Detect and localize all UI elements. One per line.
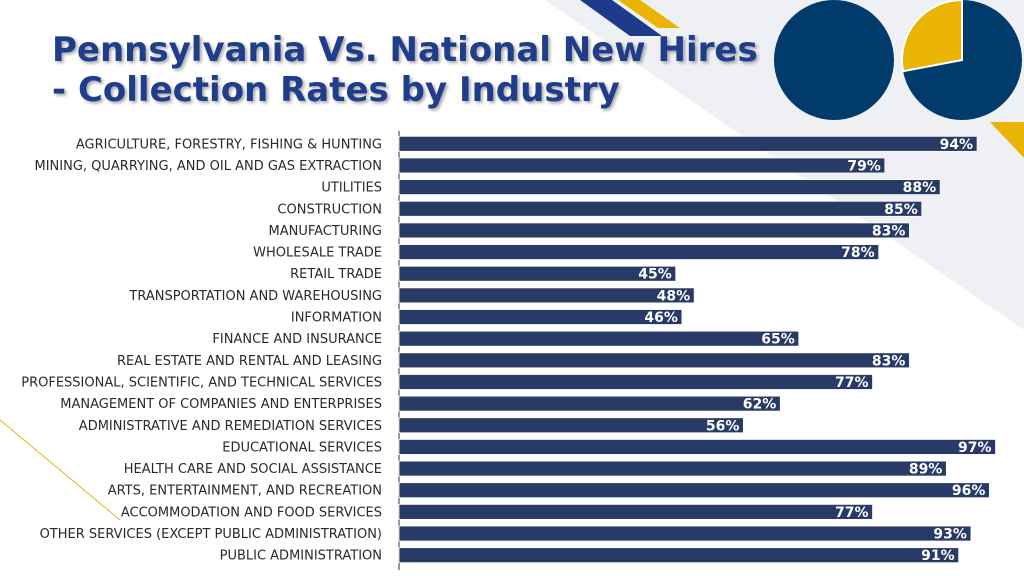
data-label: 77% xyxy=(835,505,869,521)
bar xyxy=(398,395,781,412)
category-label: PROFESSIONAL, SCIENTIFIC, AND TECHNICAL … xyxy=(21,375,382,390)
data-label: 85% xyxy=(884,202,918,218)
category-label: ADMINISTRATIVE AND REMEDIATION SERVICES xyxy=(79,419,382,434)
category-label: INFORMATION xyxy=(291,311,382,326)
data-label: 83% xyxy=(872,223,906,239)
category-label: MANUFACTURING xyxy=(269,224,383,239)
category-label: MANAGEMENT OF COMPANIES AND ENTERPRISES xyxy=(60,397,382,412)
category-label: EDUCATIONAL SERVICES xyxy=(222,440,382,455)
bar xyxy=(398,417,744,434)
category-label: OTHER SERVICES (EXCEPT PUBLIC ADMINISTRA… xyxy=(40,527,382,542)
bar xyxy=(398,525,972,542)
bar xyxy=(398,374,873,390)
data-label: 65% xyxy=(761,332,795,348)
category-label: REAL ESTATE AND RENTAL AND LEASING xyxy=(117,354,382,369)
category-label: HEALTH CARE AND SOCIAL ASSISTANCE xyxy=(124,462,382,477)
bg-corner-gold xyxy=(990,122,1024,158)
bar xyxy=(398,482,990,499)
category-label: RETAIL TRADE xyxy=(290,267,382,282)
bg-gold-stripe xyxy=(618,0,680,28)
pie-full-icon xyxy=(774,0,894,120)
category-label: ARTS, ENTERTAINMENT, AND RECREATION xyxy=(108,484,382,499)
data-label: 77% xyxy=(835,375,869,391)
data-label: 96% xyxy=(952,483,986,499)
bar xyxy=(398,265,677,282)
bar xyxy=(398,439,996,455)
data-label: 45% xyxy=(638,267,672,283)
data-label: 48% xyxy=(657,288,691,304)
bar xyxy=(398,222,910,239)
category-label: PUBLIC ADMINISTRATION xyxy=(220,549,382,564)
category-label: ACCOMMODATION AND FOOD SERVICES xyxy=(121,505,382,520)
title-line-1: Pennsylvania Vs. National New Hires xyxy=(52,30,758,70)
category-label: CONSTRUCTION xyxy=(277,202,382,217)
bar xyxy=(398,179,941,196)
title-line-2: - Collection Rates by Industry xyxy=(52,70,620,110)
data-label: 97% xyxy=(958,440,992,456)
bar xyxy=(398,157,886,174)
bar xyxy=(398,135,978,152)
bg-navy-stripe xyxy=(580,0,662,36)
bars-group: AGRICULTURE, FORESTRY, FISHING & HUNTING… xyxy=(21,135,996,564)
data-label: 89% xyxy=(909,462,943,478)
category-label: TRANSPORTATION AND WAREHOUSING xyxy=(128,289,382,304)
data-label: 78% xyxy=(841,245,875,261)
category-label: AGRICULTURE, FORESTRY, FISHING & HUNTING xyxy=(76,137,382,152)
data-label: 56% xyxy=(706,418,740,434)
bar xyxy=(398,503,873,520)
bar xyxy=(398,330,800,347)
bar xyxy=(398,309,683,325)
bar xyxy=(398,200,923,217)
bar xyxy=(398,244,880,260)
data-label: 62% xyxy=(743,397,777,413)
category-label: WHOLESALE TRADE xyxy=(253,246,382,261)
pie-partial-icon xyxy=(901,0,1022,120)
page-title: Pennsylvania Vs. National New Hires - Co… xyxy=(52,30,772,110)
bar xyxy=(398,547,960,564)
bar xyxy=(398,287,695,304)
data-label: 46% xyxy=(644,310,678,326)
category-label: MINING, QUARRYING, AND OIL AND GAS EXTRA… xyxy=(34,159,382,174)
bar xyxy=(398,460,947,477)
category-label: UTILITIES xyxy=(321,181,382,196)
data-label: 94% xyxy=(940,137,974,153)
data-label: 91% xyxy=(921,548,955,564)
data-label: 88% xyxy=(903,180,937,196)
bar xyxy=(398,352,910,369)
data-label: 93% xyxy=(933,527,967,543)
data-label: 79% xyxy=(847,158,881,174)
bg-gold-line xyxy=(0,419,121,521)
data-label: 83% xyxy=(872,353,906,369)
category-label: FINANCE AND INSURANCE xyxy=(212,332,382,347)
